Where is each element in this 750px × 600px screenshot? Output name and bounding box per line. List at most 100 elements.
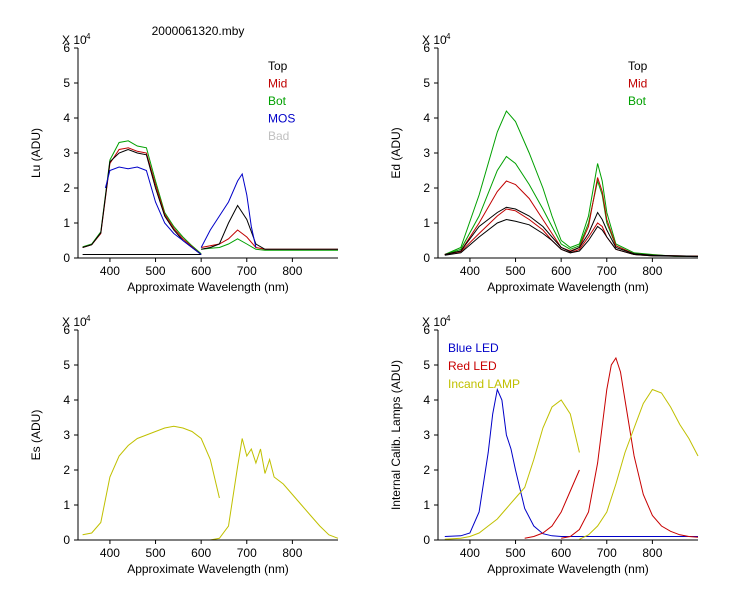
y-tick-label-es: 5: [63, 358, 70, 372]
x-tick-label-ed: 400: [460, 264, 480, 278]
series-line-lu-mos-0: [104, 166, 202, 255]
series-line-ed-bot-0: [444, 110, 698, 257]
x-axis-label-calib: Approximate Wavelength (nm): [487, 562, 649, 576]
x-tick-label-es: 700: [237, 546, 257, 560]
y-axis-label-es: Es (ADU): [29, 410, 43, 461]
x-tick-label-calib: 600: [551, 546, 571, 560]
legend-entry-lu-bot: Bot: [268, 94, 287, 108]
y-exponent-label-lu: X 10: [62, 33, 87, 47]
y-tick-label-ed: 6: [423, 41, 430, 55]
x-tick-label-ed: 600: [551, 264, 571, 278]
x-tick-label-lu: 400: [100, 264, 120, 278]
y-tick-label-lu: 4: [63, 111, 70, 125]
x-tick-label-ed: 700: [597, 264, 617, 278]
x-tick-label-ed: 500: [506, 264, 526, 278]
series-line-ed-top-1: [444, 218, 699, 258]
legend-entry-calib-incand-lamp: Incand LAMP: [448, 377, 520, 391]
y-tick-label-es: 0: [63, 533, 70, 547]
x-axis-label-es: Approximate Wavelength (nm): [127, 562, 289, 576]
series-line-lu-top-1: [201, 204, 338, 250]
y-tick-label-calib: 5: [423, 358, 430, 372]
y-axis-label-lu: Lu (ADU): [29, 128, 43, 178]
legend-entry-lu-top: Top: [268, 59, 288, 73]
y-tick-label-lu: 6: [63, 41, 70, 55]
y-axis-label-ed: Ed (ADU): [389, 127, 403, 178]
legend-entry-calib-red-led: Red LED: [448, 359, 497, 373]
x-tick-label-ed: 800: [642, 264, 662, 278]
y-exponent-power-ed: 4: [446, 32, 451, 41]
series-line-lu-bot-0: [82, 140, 202, 255]
x-tick-label-es: 500: [146, 546, 166, 560]
series-line-calib-red-led-0: [561, 356, 699, 539]
y-tick-label-ed: 4: [423, 111, 430, 125]
x-tick-label-calib: 500: [506, 546, 526, 560]
y-exponent-power-calib: 4: [446, 314, 451, 323]
series-line-ed-bot-1: [444, 155, 698, 257]
x-tick-label-es: 800: [282, 546, 302, 560]
y-tick-label-lu: 2: [63, 181, 70, 195]
y-tick-label-ed: 3: [423, 146, 430, 160]
y-tick-label-ed: 0: [423, 251, 430, 265]
series-line-es-es-1: [201, 438, 339, 541]
series-line-calib-incand-lamp-1: [579, 388, 699, 540]
series-line-calib-incand-lamp-0: [444, 399, 580, 540]
y-tick-label-calib: 3: [423, 428, 430, 442]
y-tick-label-es: 6: [63, 323, 70, 337]
y-tick-label-calib: 4: [423, 393, 430, 407]
x-axis-label-lu: Approximate Wavelength (nm): [127, 280, 289, 294]
y-tick-label-es: 4: [63, 393, 70, 407]
x-tick-label-lu: 600: [191, 264, 211, 278]
legend-entry-calib-blue-led: Blue LED: [448, 341, 499, 355]
y-tick-label-calib: 1: [423, 498, 430, 512]
series-line-lu-mos-1: [200, 172, 257, 248]
series-line-calib-blue-led-0: [444, 387, 698, 537]
y-exponent-label-calib: X 10: [422, 315, 447, 329]
x-tick-label-es: 600: [191, 546, 211, 560]
x-tick-label-lu: 700: [237, 264, 257, 278]
y-tick-label-lu: 3: [63, 146, 70, 160]
legend-entry-ed-bot: Bot: [628, 94, 647, 108]
x-axis-label-ed: Approximate Wavelength (nm): [487, 280, 649, 294]
y-tick-label-calib: 0: [423, 533, 430, 547]
y-exponent-label-ed: X 10: [422, 33, 447, 47]
y-tick-label-es: 3: [63, 428, 70, 442]
x-tick-label-lu: 500: [146, 264, 166, 278]
series-line-lu-mid-0: [82, 147, 202, 255]
legend-entry-lu-mid: Mid: [268, 77, 287, 91]
y-tick-label-calib: 2: [423, 463, 430, 477]
x-tick-label-calib: 700: [597, 546, 617, 560]
legend-entry-ed-top: Top: [628, 59, 648, 73]
y-tick-label-ed: 5: [423, 76, 430, 90]
series-line-ed-top-0: [444, 206, 699, 257]
series-line-es-es-0: [82, 425, 220, 536]
y-exponent-power-lu: 4: [86, 32, 91, 41]
legend-entry-lu-bad: Bad: [268, 129, 289, 143]
x-tick-label-calib: 400: [460, 546, 480, 560]
series-line-calib-red-led-1: [524, 469, 580, 539]
y-tick-label-ed: 2: [423, 181, 430, 195]
y-tick-label-lu: 1: [63, 216, 70, 230]
series-line-ed-mid-0: [444, 177, 699, 257]
y-tick-label-calib: 6: [423, 323, 430, 337]
series-line-lu-bot-1: [201, 238, 338, 251]
y-tick-label-es: 2: [63, 463, 70, 477]
y-exponent-label-es: X 10: [62, 315, 87, 329]
x-tick-label-lu: 800: [282, 264, 302, 278]
y-exponent-power-es: 4: [86, 314, 91, 323]
x-tick-label-es: 400: [100, 546, 120, 560]
legend-entry-ed-mid: Mid: [628, 77, 647, 91]
legend-entry-lu-mos: MOS: [268, 112, 295, 126]
x-tick-label-calib: 800: [642, 546, 662, 560]
y-tick-label-lu: 5: [63, 76, 70, 90]
figure-title: 2000061320.mby: [152, 24, 245, 38]
y-tick-label-ed: 1: [423, 216, 430, 230]
y-tick-label-es: 1: [63, 498, 70, 512]
y-tick-label-lu: 0: [63, 251, 70, 265]
y-axis-label-calib: Internal Calib. Lamps (ADU): [389, 360, 403, 510]
